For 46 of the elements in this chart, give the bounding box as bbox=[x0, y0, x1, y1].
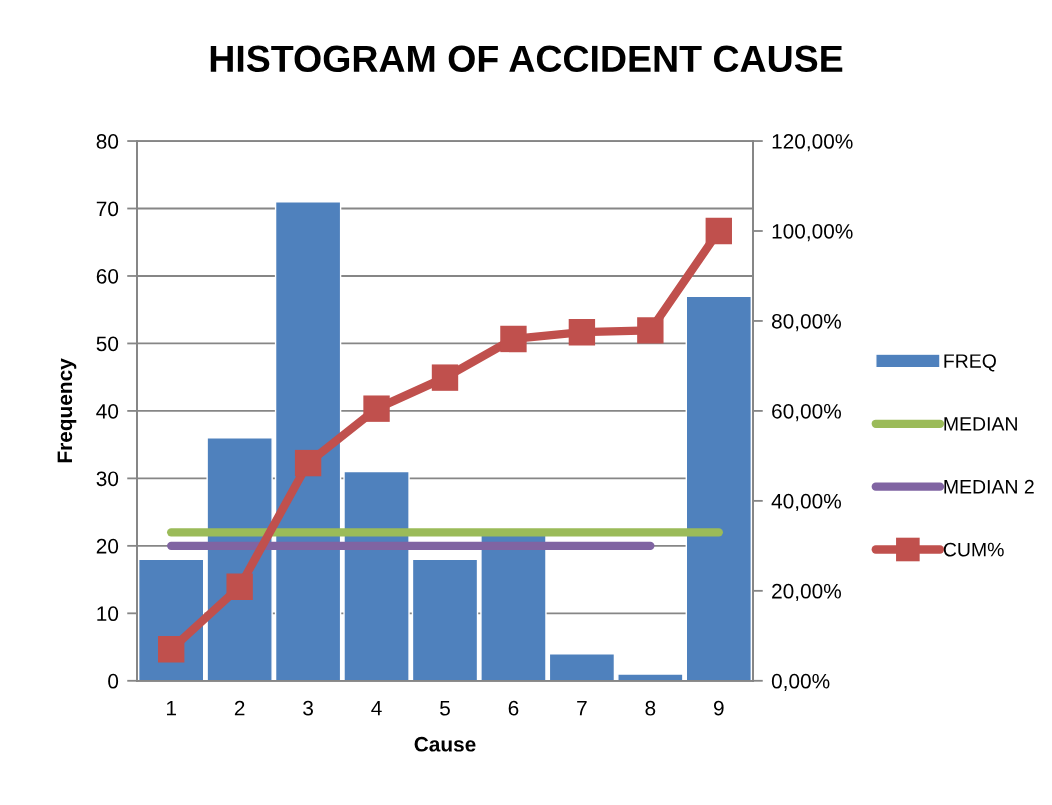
x-tick-label: 4 bbox=[371, 701, 382, 716]
y2-tick-label: 20,00% bbox=[772, 583, 841, 602]
y-tick-label: 40 bbox=[96, 403, 119, 419]
y2-tick-label: 40,00% bbox=[771, 493, 841, 512]
y2-tick-label: 120,00% bbox=[772, 134, 853, 152]
point bbox=[294, 449, 322, 477]
x-tick-label: 7 bbox=[577, 701, 587, 716]
x-tick-label: 2 bbox=[234, 700, 245, 716]
x-tick-label: 3 bbox=[303, 700, 313, 716]
x-axis-title: Cause bbox=[414, 736, 476, 752]
y-tick-label: 80 bbox=[96, 134, 119, 149]
y-tick-label: 30 bbox=[96, 471, 119, 487]
x-tick-label: 1 bbox=[166, 701, 176, 716]
bar bbox=[617, 673, 684, 681]
point bbox=[226, 573, 253, 600]
point bbox=[431, 364, 459, 391]
y-tick-label: 0 bbox=[108, 673, 119, 689]
chart-title: HISTOGRAM OF ACCIDENT CAUSE bbox=[210, 45, 843, 73]
x-tick-label: 6 bbox=[508, 700, 519, 716]
x-tick-label: 9 bbox=[713, 700, 724, 716]
bar bbox=[274, 201, 342, 681]
x-tick-label: 8 bbox=[645, 700, 656, 716]
y-tick-label: 50 bbox=[96, 336, 119, 352]
y-tick-label: 10 bbox=[97, 606, 119, 622]
x-tick-label: 5 bbox=[440, 701, 450, 716]
bar bbox=[548, 653, 616, 681]
y2-tick-label: 100,00% bbox=[772, 224, 853, 242]
point bbox=[637, 317, 664, 344]
bar bbox=[411, 558, 479, 681]
y-tick-label: 20 bbox=[96, 538, 119, 554]
point bbox=[158, 636, 185, 663]
y2-tick-label: 0,00% bbox=[771, 673, 830, 691]
legend-label: FREQ bbox=[944, 354, 996, 372]
y-tick-label: 70 bbox=[96, 201, 119, 217]
legend-label: CUM% bbox=[943, 542, 1004, 557]
y2-tick-label: 60,00% bbox=[772, 403, 841, 422]
point bbox=[363, 395, 390, 422]
y-axis-title: Frequency bbox=[57, 358, 77, 463]
point bbox=[568, 319, 596, 346]
point bbox=[705, 217, 732, 245]
y2-tick-label: 80,00% bbox=[771, 313, 841, 332]
y-tick-label: 60 bbox=[96, 268, 119, 284]
point bbox=[500, 325, 527, 353]
legend-label: MEDIAN 2 bbox=[944, 479, 1034, 494]
bar bbox=[685, 295, 753, 681]
legend-label: MEDIAN bbox=[944, 417, 1017, 431]
